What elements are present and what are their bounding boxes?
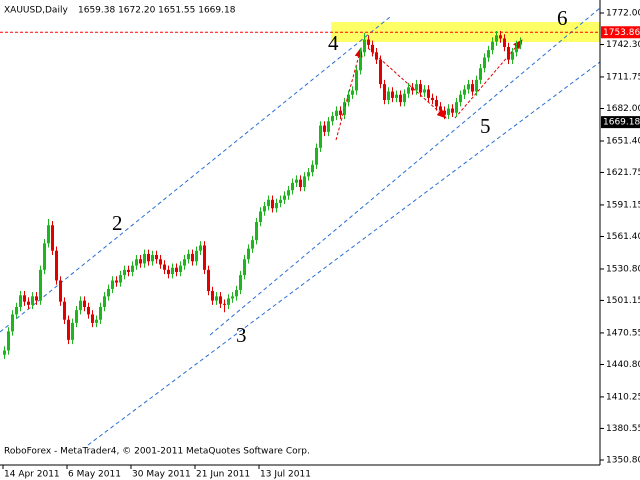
y-tick-label: 1621.75 bbox=[606, 168, 640, 178]
y-tick-label: 1772.00 bbox=[606, 9, 640, 19]
x-tick-label: 21 Jun 2011 bbox=[196, 470, 250, 480]
footer: RoboForex - MetaTrader4, © 2001-2011 Met… bbox=[4, 447, 310, 457]
wave-label: 4 bbox=[328, 31, 339, 55]
quote: 1659.38 1672.20 1651.55 1669.18 bbox=[78, 6, 236, 16]
y-tick-label: 1440.80 bbox=[606, 360, 640, 370]
x-tick-label: 6 May 2011 bbox=[68, 470, 121, 480]
y-tick-label: 1350.80 bbox=[606, 456, 640, 466]
wave-label: 2 bbox=[112, 211, 123, 235]
wave-arrow bbox=[454, 39, 523, 119]
y-tick-label: 1410.25 bbox=[606, 392, 640, 402]
y-tick-label: 1380.55 bbox=[606, 424, 640, 434]
wave-label: 5 bbox=[480, 114, 491, 138]
x-tick-label: 14 Apr 2011 bbox=[4, 470, 60, 480]
symbol: XAUUSD,Daily bbox=[4, 6, 68, 16]
x-tick-label: 30 May 2011 bbox=[132, 470, 191, 480]
bid-label-box bbox=[601, 116, 640, 129]
y-tick-label: 1561.40 bbox=[606, 232, 640, 242]
x-tick-label: 13 Jul 2011 bbox=[260, 470, 311, 480]
wave-label: 6 bbox=[557, 6, 568, 30]
channel-line bbox=[209, 7, 601, 336]
wave-label: 3 bbox=[236, 323, 247, 347]
y-tick-label: 1591.15 bbox=[606, 200, 640, 210]
bid-label: 1669.18 bbox=[603, 118, 640, 128]
y-tick-label: 1711.75 bbox=[606, 72, 640, 82]
y-tick-label: 1651.40 bbox=[606, 136, 640, 146]
ask-label: 1753.86 bbox=[603, 28, 640, 38]
y-tick-label: 1501.15 bbox=[606, 296, 640, 306]
y-tick-label: 1470.55 bbox=[606, 328, 640, 338]
y-tick-label: 1530.80 bbox=[606, 264, 640, 274]
ask-label-box bbox=[601, 26, 640, 39]
y-tick-label: 1742.30 bbox=[606, 40, 640, 50]
channel-line bbox=[87, 61, 601, 446]
y-tick-label: 1682.00 bbox=[606, 104, 640, 114]
